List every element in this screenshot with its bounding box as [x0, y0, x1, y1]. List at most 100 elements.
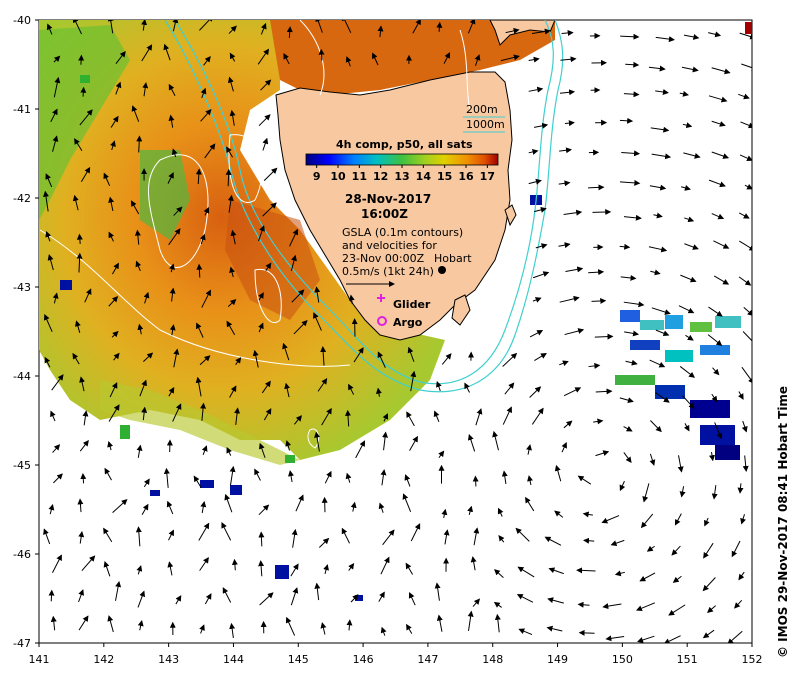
velocity-arrow [563, 387, 582, 397]
velocity-arrow [196, 263, 203, 278]
velocity-arrow [619, 480, 626, 492]
velocity-arrow [646, 545, 655, 552]
velocity-arrow [348, 294, 355, 304]
velocity-arrow [222, 587, 232, 603]
velocity-arrow [290, 587, 299, 606]
velocity-arrow [467, 434, 476, 452]
velocity-arrow [501, 470, 508, 484]
velocity-arrow [286, 26, 293, 38]
x-tick-label: 147 [417, 653, 438, 666]
velocity-arrow [711, 67, 731, 75]
velocity-arrow [595, 388, 613, 395]
velocity-arrow [288, 470, 294, 483]
hobart-marker [438, 266, 446, 274]
velocity-arrow [623, 425, 633, 432]
velocity-arrow [169, 263, 175, 273]
velocity-arrow [51, 374, 64, 391]
velocity-arrow [290, 563, 299, 577]
velocity-arrow [672, 575, 682, 583]
velocity-arrow [204, 143, 216, 159]
velocity-arrow [230, 229, 237, 245]
velocity-arrow [517, 566, 535, 578]
velocity-arrow [139, 379, 147, 397]
isobath-200m [174, 20, 554, 385]
velocity-arrow [201, 445, 208, 456]
velocity-arrow [103, 172, 111, 187]
velocity-arrow [433, 410, 440, 422]
velocity-arrow [743, 306, 752, 317]
velocity-arrow [371, 52, 379, 66]
velocity-arrow [741, 63, 752, 71]
velocity-arrow [492, 430, 499, 451]
velocity-arrow [50, 410, 56, 422]
velocity-arrow [143, 478, 150, 488]
y-tick-label: -44 [13, 370, 31, 383]
velocity-arrow [610, 539, 625, 547]
velocity-arrow [709, 452, 715, 462]
velocity-arrow [314, 582, 321, 601]
velocity-arrow [591, 297, 607, 304]
velocity-arrow [494, 569, 504, 578]
velocity-arrow [619, 397, 634, 404]
velocity-arrow [348, 383, 355, 395]
velocity-arrow [651, 153, 672, 160]
velocity-arrow [738, 93, 750, 100]
velocity-arrow [45, 230, 52, 242]
velocity-arrow [295, 494, 304, 512]
velocity-arrow [547, 597, 564, 604]
velocity-arrow [227, 298, 237, 308]
velocity-arrow [231, 558, 238, 571]
velocity-arrow [43, 313, 53, 332]
velocity-arrow [734, 599, 743, 609]
velocity-arrow [52, 292, 59, 304]
velocity-arrow [434, 582, 441, 601]
isobath-legend: 200m 1000m [463, 103, 505, 133]
y-tick-label: -42 [13, 192, 31, 205]
velocity-arrow [577, 475, 592, 485]
velocity-arrow [321, 407, 332, 426]
velocity-arrow [173, 206, 183, 216]
gsla-line-2: and velocities for [342, 239, 437, 252]
velocity-arrow [285, 440, 292, 451]
velocity-arrow [707, 605, 716, 613]
velocity-arrow [48, 589, 55, 602]
velocity-arrow [142, 82, 149, 97]
velocity-arrow [679, 90, 689, 97]
velocity-arrow [350, 594, 359, 603]
velocity-arrow [79, 439, 89, 452]
velocity-arrows [43, 20, 752, 643]
velocity-arrow [199, 624, 205, 634]
velocity-arrow [135, 260, 142, 272]
velocity-arrow [500, 54, 520, 62]
velocity-arrow [649, 184, 667, 191]
velocity-arrow [595, 450, 610, 457]
velocity-arrow [412, 20, 421, 34]
velocity-arrow [53, 473, 63, 484]
velocity-arrow [655, 89, 669, 95]
velocity-arrow [380, 626, 387, 636]
velocity-arrow [380, 556, 390, 575]
velocity-arrow [467, 505, 473, 515]
velocity-arrow [702, 629, 715, 639]
velocity-arrow [382, 413, 389, 422]
velocity-arrow [620, 274, 637, 281]
velocity-arrow [738, 571, 745, 581]
velocity-arrow [741, 366, 752, 384]
velocity-arrow [532, 297, 542, 303]
velocity-arrow [402, 493, 412, 513]
velocity-arrow [77, 498, 84, 513]
velocity-arrow [203, 55, 211, 66]
velocity-arrow [80, 166, 91, 183]
velocity-arrow [378, 591, 385, 602]
velocity-arrow [112, 499, 128, 514]
velocity-arrow [47, 254, 54, 271]
velocity-arrow [380, 469, 387, 486]
velocity-arrow [324, 470, 332, 484]
velocity-arrow [727, 630, 743, 643]
velocity-arrow [163, 43, 171, 61]
velocity-arrow [655, 392, 670, 403]
colorbar: 4h comp, p50, all sats 9 10 11 12 13 14 15 16 17 [305, 138, 499, 183]
velocity-arrow [593, 418, 604, 425]
velocity-arrow [592, 208, 612, 215]
velocity-arrow [583, 537, 595, 544]
